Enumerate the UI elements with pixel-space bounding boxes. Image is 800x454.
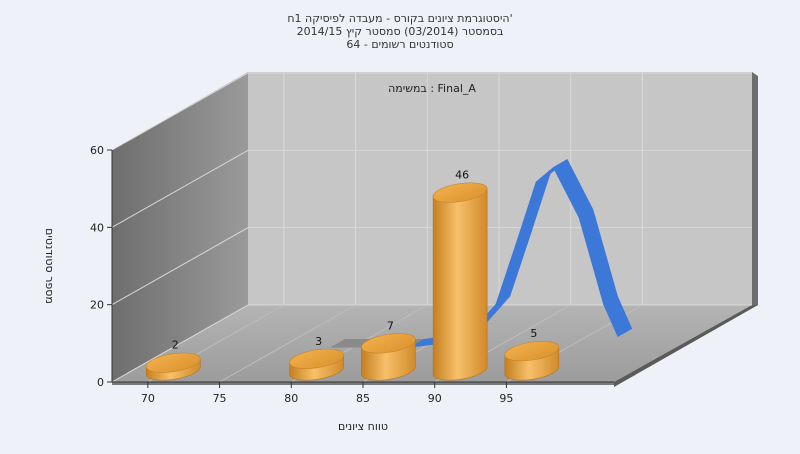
y-tick-label: 0 [97, 376, 104, 389]
bar: 7 [361, 319, 416, 381]
bar-top [289, 348, 344, 369]
x-tick-label: 95 [499, 392, 513, 405]
x-tick-label: 80 [284, 392, 298, 405]
title-line-2: בסמסטר (03/2014) סמסטר קיץ 2014/15 [297, 25, 504, 38]
bar: 2 [145, 339, 201, 381]
bar-value-label: 2 [172, 339, 179, 352]
y-axis-title: מספר סטודנטים [43, 228, 56, 304]
chart-subtitle: במשימה : Final_A [388, 82, 476, 95]
y-gridline [111, 149, 752, 228]
x-tick-label: 70 [141, 392, 155, 405]
x-tick-label: 75 [213, 392, 227, 405]
bar-value-label: 7 [387, 319, 394, 332]
x-tick-label: 85 [356, 392, 370, 405]
bars: 2 3 7 46 5 [145, 169, 560, 381]
title-line-3: סטודנטים רשומים - 64 [346, 38, 453, 51]
side-wall [112, 72, 248, 382]
x-floor-gridline [219, 304, 356, 383]
y-gridline [111, 304, 752, 383]
y-tick-label: 60 [90, 144, 104, 157]
bar-value-label: 5 [530, 327, 537, 340]
bar-top [145, 352, 201, 373]
y-gridline [111, 72, 752, 151]
bar-value-label: 3 [315, 335, 322, 348]
bar-top [361, 333, 416, 354]
chart-title: היסטוגרמת ציונים בקורס - מעבדה לפיסיקה 1… [287, 12, 512, 51]
bar-top [432, 182, 488, 203]
bar: 3 [289, 335, 344, 381]
y-tick-label: 20 [90, 299, 104, 312]
bar-body [432, 188, 488, 381]
bar: 46 [432, 169, 488, 381]
bar-top [504, 341, 560, 362]
distribution-curve [329, 159, 633, 348]
bar-value-label: 46 [455, 169, 469, 182]
bar: 5 [504, 327, 560, 381]
back-wall [248, 72, 752, 305]
curve-segment [603, 295, 633, 337]
y-tick-label: 40 [90, 221, 104, 234]
x-axis-title: טווח ציונים [338, 420, 388, 433]
title-line-1: היסטוגרמת ציונים בקורס - מעבדה לפיסיקה 1… [287, 12, 512, 25]
x-tick-label: 90 [428, 392, 442, 405]
floor-right-edge [614, 305, 758, 387]
back-wall-right-edge [752, 72, 758, 305]
